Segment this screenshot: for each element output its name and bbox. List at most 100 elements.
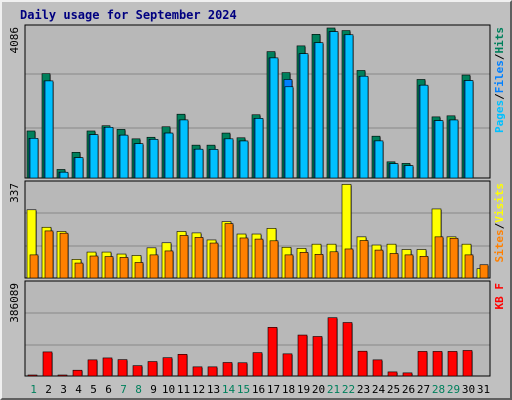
bar-kbytes-day-7 xyxy=(117,359,128,377)
bar-sites-day-10 xyxy=(164,250,174,279)
bar-kbytes-day-15 xyxy=(237,362,248,377)
day-label-20: 20 xyxy=(312,383,325,396)
bar-kbytes-day-26 xyxy=(402,372,413,377)
bar-kbytes-day-2 xyxy=(42,351,53,377)
bar-kbytes-day-10 xyxy=(162,357,173,377)
bar-kbytes-day-13 xyxy=(207,366,218,377)
bar-sites-day-8 xyxy=(134,262,144,279)
bar-kbytes-day-1 xyxy=(27,374,38,377)
day-label-7: 7 xyxy=(120,383,127,396)
legend-part-1: / xyxy=(493,222,506,229)
bar-kbytes-day-3 xyxy=(57,374,68,377)
legend-part-0: KB F xyxy=(493,283,506,310)
legend-part-1: / xyxy=(493,93,506,100)
bar-sites-day-29 xyxy=(449,237,459,279)
bar-kbytes-day-9 xyxy=(147,361,158,377)
day-label-29: 29 xyxy=(447,383,460,396)
bar-kbytes-day-27 xyxy=(417,351,428,377)
day-label-12: 12 xyxy=(192,383,205,396)
day-label-13: 13 xyxy=(207,383,220,396)
bar-kbytes-day-23 xyxy=(357,350,368,377)
bar-pages-day-4 xyxy=(74,157,84,179)
bar-pages-day-17 xyxy=(269,57,279,179)
bar-kbytes-day-30 xyxy=(462,350,473,377)
bar-sites-day-22 xyxy=(344,248,354,279)
bar-pages-day-29 xyxy=(449,119,459,179)
bar-pages-day-23 xyxy=(359,75,369,179)
legend-part-3: / xyxy=(493,53,506,60)
bar-pages-day-6 xyxy=(104,127,114,179)
bar-pages-day-25 xyxy=(389,163,399,179)
bar-sites-day-27 xyxy=(419,255,429,279)
day-label-24: 24 xyxy=(372,383,386,396)
bar-pages-day-10 xyxy=(164,132,174,179)
bar-pages-day-14 xyxy=(224,138,234,179)
day-label-14: 14 xyxy=(222,383,236,396)
bar-sites-day-25 xyxy=(389,253,399,279)
bar-pages-day-1 xyxy=(29,138,39,179)
bar-sites-day-28 xyxy=(434,236,444,279)
bar-kbytes-day-14 xyxy=(222,362,233,377)
day-label-9: 9 xyxy=(150,383,157,396)
bar-kbytes-day-24 xyxy=(372,359,383,377)
bar-pages-day-19 xyxy=(299,53,309,179)
page-title: Daily usage for September 2024 xyxy=(20,8,237,22)
bar-sites-day-11 xyxy=(179,235,189,279)
bar-kbytes-day-5 xyxy=(87,359,98,377)
day-label-5: 5 xyxy=(90,383,97,396)
bar-sites-day-23 xyxy=(359,240,369,279)
bar-pages-day-12 xyxy=(194,148,204,179)
day-label-8: 8 xyxy=(135,383,142,396)
bar-pages-day-7 xyxy=(119,134,129,179)
day-label-19: 19 xyxy=(297,383,310,396)
bar-sites-day-2 xyxy=(44,230,54,279)
day-label-27: 27 xyxy=(417,383,430,396)
bar-pages-day-28 xyxy=(434,120,444,179)
bar-sites-day-26 xyxy=(404,254,414,279)
day-label-10: 10 xyxy=(162,383,175,396)
bar-pages-day-22 xyxy=(344,34,354,179)
day-label-4: 4 xyxy=(75,383,82,396)
bar-kbytes-day-19 xyxy=(297,334,308,377)
legend-part-2: Visits xyxy=(493,183,506,223)
day-label-31: 31 xyxy=(477,383,490,396)
day-label-25: 25 xyxy=(387,383,400,396)
bar-sites-day-3 xyxy=(59,232,69,279)
day-label-30: 30 xyxy=(462,383,475,396)
bar-kbytes-day-29 xyxy=(447,351,458,377)
bar-kbytes-day-20 xyxy=(312,336,323,377)
bar-pages-day-24 xyxy=(374,140,384,179)
bar-sites-day-1 xyxy=(29,254,39,279)
bar-sites-day-12 xyxy=(194,237,204,279)
day-label-3: 3 xyxy=(60,383,67,396)
bar-kbytes-day-8 xyxy=(132,365,143,377)
bar-kbytes-day-4 xyxy=(72,369,83,377)
bar-pages-day-5 xyxy=(89,134,99,179)
bar-sites-day-30 xyxy=(464,254,474,279)
bar-pages-day-20 xyxy=(314,42,324,179)
bar-pages-day-21 xyxy=(329,31,339,179)
bar-kbytes-day-18 xyxy=(282,353,293,377)
bar-kbytes-day-6 xyxy=(102,357,113,377)
bar-kbytes-day-25 xyxy=(387,371,398,377)
bar-sites-day-4 xyxy=(74,262,84,279)
bar-kbytes-day-16 xyxy=(252,352,263,377)
bar-sites-day-20 xyxy=(314,254,324,279)
day-label-28: 28 xyxy=(432,383,445,396)
bar-pages-day-27 xyxy=(419,84,429,179)
bar-pages-day-3 xyxy=(59,171,69,179)
bar-pages-day-15 xyxy=(239,140,249,179)
day-label-23: 23 xyxy=(357,383,370,396)
day-label-17: 17 xyxy=(267,383,280,396)
day-label-1: 1 xyxy=(30,383,37,396)
bar-kbytes-day-12 xyxy=(192,366,203,377)
bar-sites-day-18 xyxy=(284,254,294,279)
bar-sites-day-13 xyxy=(209,242,219,279)
day-label-15: 15 xyxy=(237,383,250,396)
legend-part-0: Sites xyxy=(493,229,506,262)
legend-part-4: Hits xyxy=(493,27,506,54)
bar-kbytes-day-28 xyxy=(432,351,443,377)
y-max-label: 4086 xyxy=(8,27,21,54)
bar-kbytes-day-22 xyxy=(342,322,353,377)
